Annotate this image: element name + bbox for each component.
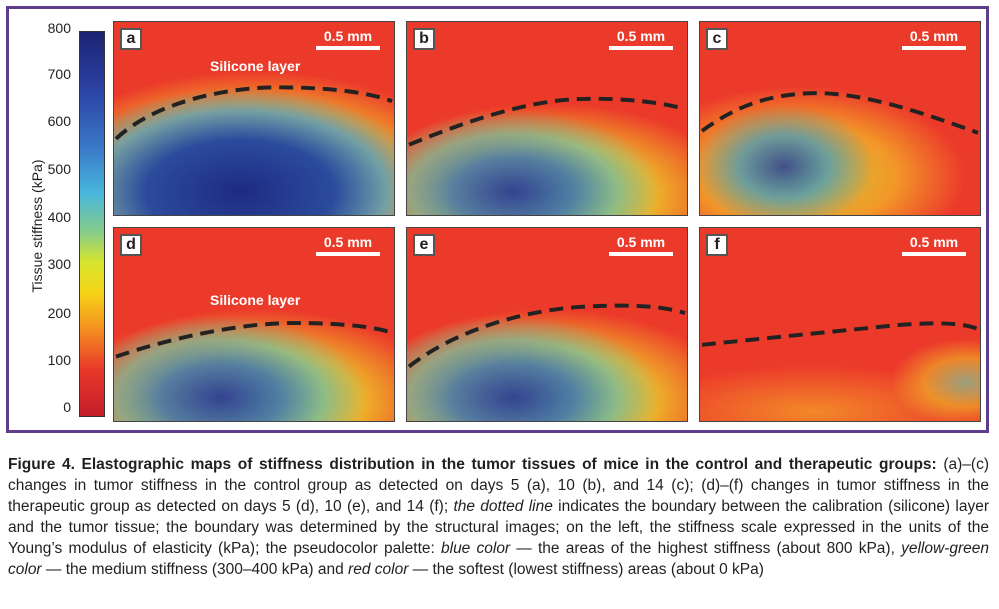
boundary-dotted-line	[700, 91, 979, 135]
figure-frame: Tissue stiffness (kPa) 800 700 600 500 4…	[6, 6, 989, 433]
caption-emphasis: yellow-green color	[8, 540, 989, 578]
scale-bar: 0.5 mm	[316, 234, 380, 256]
scale-tick: 300	[47, 256, 71, 272]
scale-bar: 0.5 mm	[609, 234, 673, 256]
elastography-panel-f: f 0.5 mm	[699, 227, 981, 422]
panel-letter: c	[706, 28, 728, 50]
scale-tick: 600	[47, 113, 71, 129]
scale-tick: 700	[47, 66, 71, 82]
scale-bar-label: 0.5 mm	[909, 28, 959, 44]
scale-bar: 0.5 mm	[609, 28, 673, 50]
scale-bar: 0.5 mm	[902, 234, 966, 256]
scale-bar-line	[316, 46, 380, 50]
scale-tick: 800	[47, 20, 71, 36]
scale-bar-label: 0.5 mm	[616, 234, 666, 250]
scale-bar-label: 0.5 mm	[909, 234, 959, 250]
panel-letter: e	[413, 234, 435, 256]
scale-bar: 0.5 mm	[316, 28, 380, 50]
silicone-layer-label: Silicone layer	[210, 292, 301, 308]
caption-emphasis: blue color	[441, 540, 511, 557]
caption-emphasis: the dotted line	[453, 498, 553, 515]
scale-tick: 500	[47, 161, 71, 177]
panel-letter: a	[120, 28, 142, 50]
panel-letter: f	[706, 234, 728, 256]
figure-caption: Figure 4. Elastographic maps of stiffnes…	[8, 454, 989, 580]
panel-letter: b	[413, 28, 435, 50]
scale-tick: 400	[47, 209, 71, 225]
scale-title: Tissue stiffness (kPa)	[29, 159, 45, 293]
scale-bar-label: 0.5 mm	[616, 28, 666, 44]
boundary-dotted-line	[407, 303, 686, 369]
boundary-dotted-line	[115, 321, 393, 359]
caption-text: (a)–(c) changes in tumor stiffness in th…	[8, 456, 989, 515]
caption-text: — the areas of the highest stiffness (ab…	[510, 540, 902, 557]
boundary-dotted-line	[408, 96, 686, 147]
elastography-panel-e: e 0.5 mm	[406, 227, 688, 422]
scale-bar-label: 0.5 mm	[323, 234, 373, 250]
stiffness-colorbar	[79, 31, 105, 417]
scale-tick: 200	[47, 305, 71, 321]
boundary-dotted-line	[114, 85, 393, 141]
scale-bar: 0.5 mm	[902, 28, 966, 50]
caption-title: Figure 4. Elastographic maps of stiffnes…	[8, 456, 937, 473]
boundary-dotted-line	[701, 321, 979, 347]
scale-bar-line	[316, 252, 380, 256]
scale-tick: 100	[47, 352, 71, 368]
scale-bar-line	[902, 46, 966, 50]
scale-bar-line	[609, 46, 673, 50]
caption-text: — the medium stiffness (300–400 kPa) and	[41, 561, 349, 578]
scale-bar-line	[609, 252, 673, 256]
scale-tick: 0	[63, 399, 71, 415]
panel-letter: d	[120, 234, 142, 256]
elastography-panel-c: c 0.5 mm	[699, 21, 981, 216]
scale-bar-line	[902, 252, 966, 256]
elastography-panel-a: a 0.5 mm Silicone layer	[113, 21, 395, 216]
caption-text: indicates the boundary between the calib…	[8, 498, 989, 557]
elastography-panel-d: d 0.5 mm Silicone layer	[113, 227, 395, 422]
elastography-panel-b: b 0.5 mm	[406, 21, 688, 216]
scale-bar-label: 0.5 mm	[323, 28, 373, 44]
silicone-layer-label: Silicone layer	[210, 58, 301, 74]
caption-text: — the softest (lowest stiffness) areas (…	[408, 561, 764, 578]
caption-emphasis: red color	[348, 561, 409, 578]
